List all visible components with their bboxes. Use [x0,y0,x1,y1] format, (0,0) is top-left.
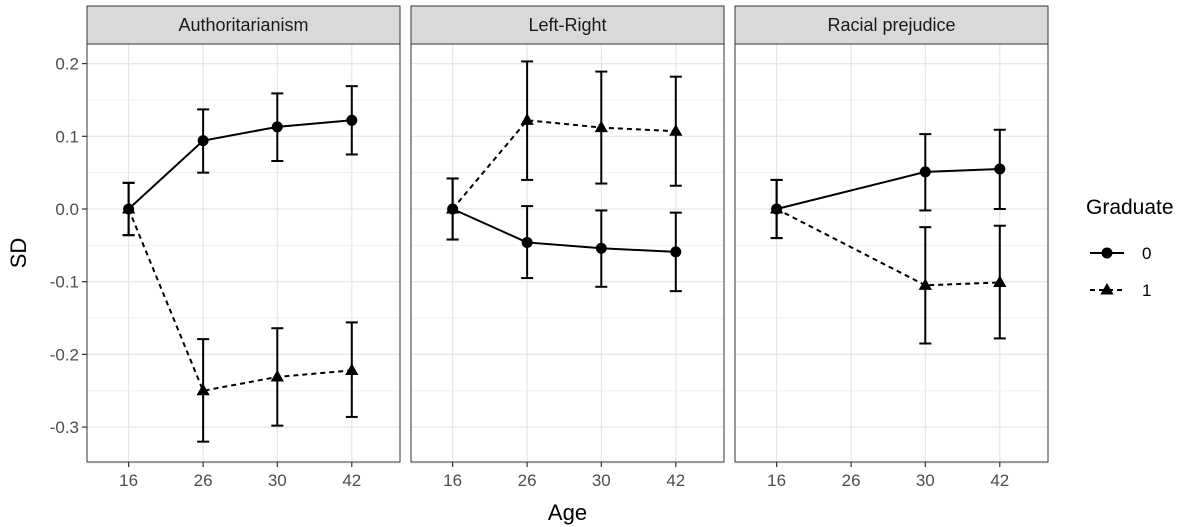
x-tick-label: 30 [592,471,611,490]
legend-key-triangle [1100,283,1114,295]
x-tick-label: 42 [342,471,361,490]
series-0 [446,177,682,293]
panel-border [86,43,401,463]
facet-strip-label: Left-Right [528,15,606,35]
x-axis: 16 26 30 42 [119,462,361,490]
circle-point [670,246,682,258]
legend-key-circle [1101,247,1113,259]
x-tick-label: 26 [194,471,213,490]
panel-1: Left-Right 16 26 30 42 [410,5,725,490]
x-tick-label: 26 [842,471,861,490]
series-line [451,119,676,210]
triangle-point [270,369,284,382]
triangle-point [594,120,608,133]
legend: Graduate 0 1 [1086,196,1174,300]
facet-strip [410,5,725,45]
triangle-point [520,113,534,125]
series-line [776,208,1000,287]
triangle-point [196,383,210,396]
legend-entry-0: 0 [1090,244,1151,263]
panel-background [87,44,400,462]
triangle-point [669,124,683,136]
circle-point [994,163,1006,175]
legend-label: 0 [1142,244,1151,263]
x-tick-label: 42 [666,471,685,490]
y-axis: 0.2 0.1 0.0 -0.1 -0.2 -0.3 [50,55,87,437]
y-tick-label: -0.3 [50,418,79,437]
triangle-point [769,202,784,214]
panel-2: Racial prejudice 16 26 30 42 [734,5,1049,490]
series-line [127,208,352,392]
x-tick-label: 26 [518,471,537,490]
triangle-point [918,278,932,290]
panel-0: Authoritarianism 16 26 30 42 [86,5,401,490]
x-tick-label: 16 [443,471,462,490]
minor-gridlines [87,99,400,464]
facet-strip-label: Racial prejudice [827,15,955,35]
triangle-point [445,202,460,214]
panels-layer: Authoritarianism 16 26 30 42 Left-Right 16 26 30… [86,5,1049,490]
minor-gridlines [735,99,1048,464]
facet-strip-label: Authoritarianism [178,15,308,35]
series-line [452,208,676,253]
x-axis-title: Age [548,500,587,525]
minor-gridlines [411,99,724,464]
y-tick-label: -0.1 [50,273,79,292]
y-tick-label: -0.2 [50,345,79,364]
x-tick-label: 30 [268,471,287,490]
legend-title: Graduate [1086,196,1174,219]
circle-point [521,236,533,248]
triangle-point [345,363,359,375]
circle-point [197,135,209,147]
circle-point [271,121,283,133]
x-tick-label: 16 [119,471,138,490]
panel-background [735,44,1048,462]
series-1 [769,178,1007,345]
triangle-point [993,275,1007,287]
circle-point [346,114,358,126]
x-tick-label: 42 [990,471,1009,490]
series-1 [121,181,359,443]
series-line [127,119,352,210]
x-tick-label: 16 [767,471,786,490]
triangle-point [121,202,136,214]
facet-strip [86,5,401,45]
legend-entry-1: 1 [1090,281,1151,300]
series-1 [445,60,683,241]
x-axis: 16 26 30 42 [443,462,685,490]
legend-label: 1 [1142,281,1151,300]
x-axis: 16 26 30 42 [767,462,1009,490]
x-tick-label: 30 [916,471,935,490]
panel-border [410,43,725,463]
y-tick-label: 0.1 [55,127,79,146]
y-tick-label: 0.2 [55,55,79,74]
panel-border [734,43,1049,463]
circle-point [919,166,931,178]
circle-point [595,242,607,254]
y-tick-label: 0.0 [55,200,79,219]
y-axis-title: SD [6,238,31,269]
